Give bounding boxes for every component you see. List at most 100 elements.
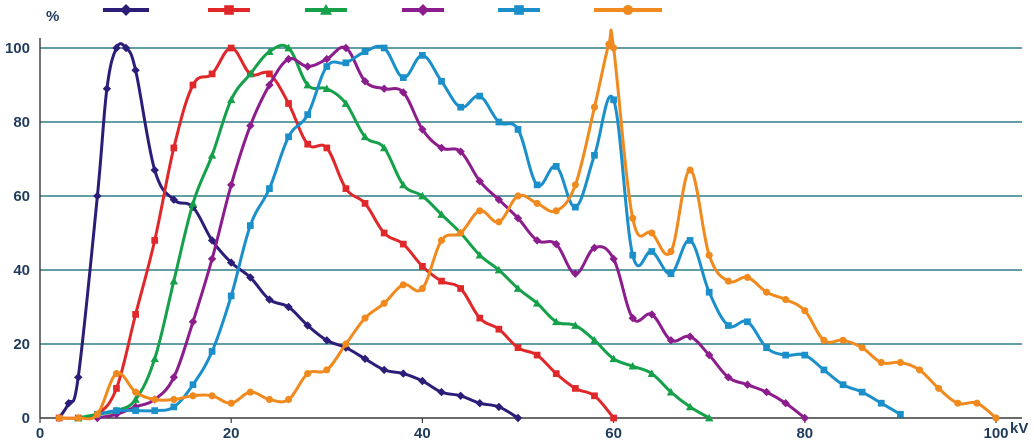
series-5-point-22 xyxy=(514,126,522,133)
series-2-point-28 xyxy=(591,392,598,400)
series-5-point-25 xyxy=(572,203,579,211)
series-6-point-1 xyxy=(74,414,82,422)
legend-marker-6 xyxy=(622,4,634,16)
series-1-point-27 xyxy=(513,413,523,423)
series-2-point-19 xyxy=(419,262,426,270)
series-5-point-18 xyxy=(438,77,445,85)
series-2-point-22 xyxy=(476,314,484,322)
series-5 xyxy=(94,44,904,418)
series-6-point-28 xyxy=(590,103,599,111)
series-6-point-9 xyxy=(227,399,235,407)
series-1-point-1 xyxy=(64,399,73,408)
series-2-point-27 xyxy=(572,385,579,392)
series-5-point-26 xyxy=(591,151,598,159)
series-5-point-20 xyxy=(476,92,484,100)
series-5-point-16 xyxy=(399,74,407,81)
series-4-point-34 xyxy=(743,380,752,389)
series-6-point-27 xyxy=(571,181,579,189)
series-4-point-6 xyxy=(207,254,217,264)
series-5-point-8 xyxy=(246,222,254,229)
series-4-point-26 xyxy=(590,243,599,252)
series-3 xyxy=(74,43,714,422)
series-4-point-23 xyxy=(532,236,542,245)
series-4-point-36 xyxy=(781,399,790,408)
series-1-point-16 xyxy=(303,321,312,330)
series-4-point-17 xyxy=(418,125,427,134)
series-4-point-35 xyxy=(762,387,771,397)
series-6-point-40 xyxy=(801,307,809,315)
series-2-point-13 xyxy=(304,140,312,148)
series-5-point-42 xyxy=(897,410,904,418)
series-6-point-0 xyxy=(55,414,63,422)
series-4-point-21 xyxy=(494,195,504,204)
series-3-point-21 xyxy=(475,251,484,259)
series-5-point-23 xyxy=(533,181,541,189)
series-4-point-11 xyxy=(303,62,312,71)
series-4-point-24 xyxy=(552,239,561,249)
legend-item-4 xyxy=(402,4,444,16)
series-2-point-16 xyxy=(361,200,369,207)
series-3-point-32 xyxy=(685,402,695,411)
series-6-point-45 xyxy=(896,358,904,367)
series-6-point-25 xyxy=(533,199,541,207)
series-4 xyxy=(93,43,809,423)
y-tick-label-80: 80 xyxy=(13,114,30,131)
series-5-point-29 xyxy=(648,248,656,255)
series-3-point-3 xyxy=(131,395,140,403)
legend-marker-5 xyxy=(514,5,524,15)
series-4-point-30 xyxy=(666,336,676,345)
series-5-point-4 xyxy=(170,403,178,411)
series-6-point-10 xyxy=(246,388,254,396)
series-1-point-13 xyxy=(246,273,255,282)
series-5-point-14 xyxy=(361,48,369,56)
series-6-point-21 xyxy=(457,229,465,237)
legend-item-2 xyxy=(208,5,250,15)
series-6-point-33 xyxy=(667,247,675,256)
series-5-point-11 xyxy=(304,111,312,118)
series-4-point-37 xyxy=(800,413,809,423)
series-5-point-35 xyxy=(763,344,770,352)
series-6-point-2 xyxy=(93,410,101,418)
series-4-point-33 xyxy=(724,373,733,382)
series-1-point-20 xyxy=(379,365,389,375)
series-2-point-12 xyxy=(285,100,292,107)
series-2-point-18 xyxy=(399,240,407,248)
series-2-point-4 xyxy=(132,311,139,318)
series-6-point-13 xyxy=(304,370,312,378)
series-4-point-8 xyxy=(246,121,255,130)
series-4-point-5 xyxy=(188,317,198,326)
series-6-point-15 xyxy=(342,340,350,348)
series-3-point-26 xyxy=(571,321,580,329)
series-5-point-9 xyxy=(266,185,273,192)
series-2-point-3 xyxy=(113,385,120,392)
series-6-point-37 xyxy=(743,273,752,281)
series-3-point-14 xyxy=(341,99,351,107)
series-6-point-35 xyxy=(705,251,713,259)
series-2-point-29 xyxy=(610,414,617,422)
series-5-point-40 xyxy=(858,388,866,396)
y-tick-label-20: 20 xyxy=(13,336,30,353)
legend xyxy=(103,4,662,16)
y-tick-label-0: 0 xyxy=(22,410,30,427)
series-5-point-32 xyxy=(705,288,713,296)
series-3-point-11 xyxy=(284,43,293,52)
series-2-point-8 xyxy=(208,70,216,78)
series-4-point-29 xyxy=(647,310,657,319)
series-3-point-12 xyxy=(303,80,312,89)
series-6-point-26 xyxy=(552,207,560,215)
series-4-point-10 xyxy=(284,54,293,64)
series-3-point-19 xyxy=(437,210,446,218)
tick-labels: 0 20 40 60 80 100 0 20 40 60 80 100 xyxy=(5,40,1009,440)
legend-item-5 xyxy=(498,5,540,15)
series-4-point-16 xyxy=(399,88,408,97)
series-5-point-15 xyxy=(380,44,388,52)
legend-item-6 xyxy=(594,4,662,16)
series-3-point-31 xyxy=(666,387,676,396)
series-5-point-21 xyxy=(495,118,503,126)
series-4-point-32 xyxy=(705,350,714,360)
series-4-point-27 xyxy=(609,254,618,264)
series-1-point-25 xyxy=(475,399,484,408)
x-tick-label-0: 0 xyxy=(36,425,44,440)
series-5-point-7 xyxy=(227,292,235,300)
series-4-point-18 xyxy=(437,143,446,153)
